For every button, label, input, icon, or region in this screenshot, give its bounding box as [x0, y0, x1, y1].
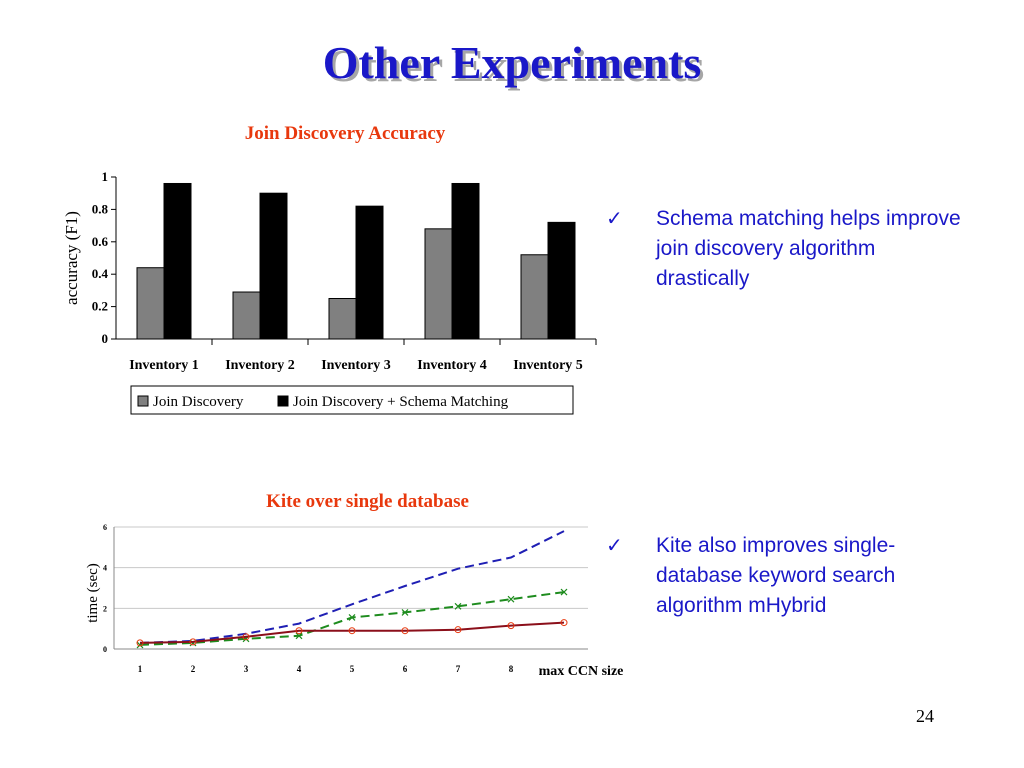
- y-tick-label: 0.8: [92, 201, 109, 216]
- x-tick-label: 6: [403, 664, 408, 674]
- bar-chart-title: Join Discovery Accuracy: [244, 123, 446, 144]
- legend-swatch-join-discovery: [137, 395, 149, 407]
- line-series-blue: [139, 530, 565, 644]
- bar-chart: 0 0.2 0.4 0.6 0.8 1 accuracy (F1) Inventory 1 In…: [62, 169, 597, 415]
- circle-marker: [242, 633, 250, 641]
- bar-join-discovery-1: [136, 267, 165, 340]
- x-tick-label: 3: [244, 664, 249, 674]
- x-marker: [348, 614, 356, 621]
- x-tick-label: 8: [509, 664, 514, 674]
- y-tick-label: 0: [102, 331, 109, 346]
- y-tick-label: 0.6: [92, 234, 109, 249]
- slide-title: Other Experiments: [322, 37, 702, 88]
- line-chart-title: Kite over single database: [266, 491, 469, 512]
- x-axis-label: max CCN size: [539, 664, 624, 679]
- bar-join-discovery-5: [520, 254, 549, 340]
- x-tick-label: 1: [138, 664, 143, 674]
- circle-marker: [348, 627, 356, 635]
- x-tick-label: 5: [350, 664, 355, 674]
- y-tick-label: 1: [102, 169, 109, 184]
- bar-schema-matching-4: [451, 182, 480, 340]
- x-tick-label: Inventory 4: [417, 358, 487, 373]
- x-marker: [454, 602, 462, 610]
- bullet-schema-matching: ✓ Schema matching helps improve join dis…: [606, 204, 966, 304]
- x-tick-label: Inventory 1: [129, 358, 199, 373]
- y-axis-label: time (sec): [85, 563, 101, 623]
- x-marker: [295, 632, 303, 640]
- line-series-red: [139, 621, 565, 644]
- x-marker: [507, 595, 515, 603]
- bullet-kite-improvement: ✓ Kite also improves single-database key…: [606, 531, 966, 631]
- bar-schema-matching-1: [163, 182, 192, 340]
- legend-swatch-schema-matching: [277, 395, 289, 407]
- circle-marker: [136, 639, 144, 647]
- circle-marker: [560, 619, 568, 627]
- y-tick-label: 2: [103, 604, 107, 613]
- bar-schema-matching-2: [259, 192, 288, 340]
- x-tick-label: Inventory 5: [513, 358, 583, 373]
- circle-marker: [454, 626, 462, 634]
- x-marker: [401, 608, 409, 616]
- circle-marker: [295, 627, 303, 635]
- page-number: 24: [916, 706, 934, 726]
- x-tick-label: 7: [456, 664, 461, 674]
- legend-label-join-discovery: Join Discovery: [153, 394, 244, 410]
- x-tick-label: 2: [191, 664, 196, 674]
- y-tick-label: 0.4: [92, 266, 109, 281]
- x-tick-label: Inventory 2: [225, 358, 295, 373]
- y-tick-label: 6: [103, 523, 107, 532]
- y-axis-label: accuracy (F1): [62, 211, 81, 305]
- bullet-text: Kite also improves single-database keywo…: [656, 534, 896, 617]
- check-mark-icon: ✓: [606, 208, 623, 230]
- bullet-text: Schema matching helps improve join disco…: [656, 207, 961, 290]
- bar-schema-matching-3: [355, 205, 384, 340]
- bar-join-discovery-3: [328, 298, 357, 340]
- line-chart: 0 2 4 6 1 2 3 4 5 6 7 8 time (sec) max CCN size: [85, 523, 624, 679]
- check-mark-icon: ✓: [606, 535, 623, 557]
- legend-box: [130, 385, 574, 415]
- x-tick-label: Inventory 3: [321, 358, 391, 373]
- y-tick-label: 4: [103, 564, 107, 573]
- x-marker: [560, 588, 568, 596]
- line-series-green: [139, 591, 565, 646]
- circle-marker: [189, 638, 197, 646]
- circle-marker: [507, 622, 515, 630]
- legend-label-schema-matching: Join Discovery + Schema Matching: [293, 394, 509, 410]
- x-tick-label: 4: [297, 664, 302, 674]
- circle-marker: [401, 627, 409, 635]
- bar-join-discovery-4: [424, 228, 453, 340]
- bar-join-discovery-2: [232, 291, 261, 340]
- y-tick-label: 0: [103, 645, 107, 654]
- y-tick-label: 0.2: [92, 299, 108, 314]
- bar-schema-matching-5: [547, 221, 576, 340]
